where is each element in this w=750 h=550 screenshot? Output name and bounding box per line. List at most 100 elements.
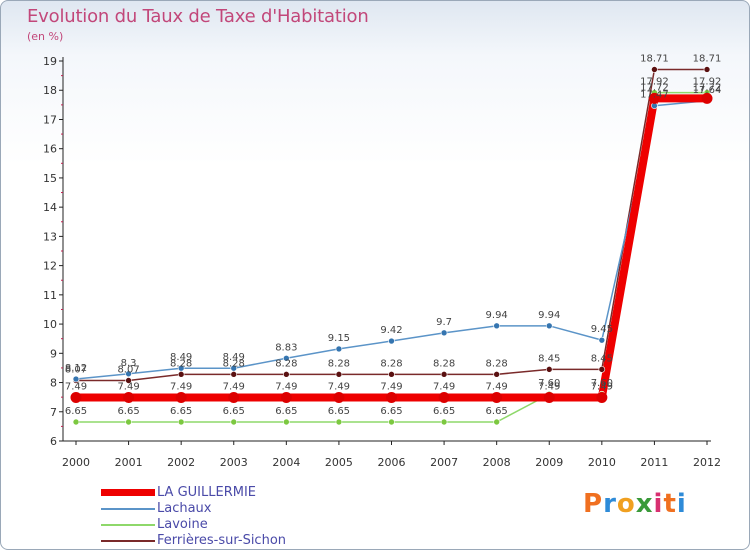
logo-letter: i [653,489,664,519]
x-tick-label: 2008 [483,456,511,469]
data-point-lachaux [440,329,448,337]
y-tick-label: 7 [50,406,57,419]
data-point-la-guillermie [596,391,608,403]
data-label-ferri-res-sur-sichon: 18.71 [693,53,722,64]
data-label-lachaux: 9.94 [486,310,508,321]
data-label-la-guillermie: 7.49 [538,381,560,392]
x-tick-label: 2010 [588,456,616,469]
y-tick-label: 10 [43,318,57,331]
data-point-la-guillermie [438,391,450,403]
data-label-lavoine: 6.65 [117,406,139,417]
y-tick-label: 14 [43,201,57,214]
chart-title: Evolution du Taux de Taxe d'Habitation [27,6,369,27]
data-label-lavoine: 6.65 [65,406,87,417]
data-point-lachaux [125,370,132,378]
data-label-lavoine: 6.65 [328,406,350,417]
data-point-la-guillermie [543,391,555,403]
data-label-ferri-res-sur-sichon: 8.45 [591,353,613,364]
y-tick-label: 6 [50,435,57,448]
data-point-la-guillermie [491,391,503,403]
data-point-ferri-res-sur-sichon [440,371,448,378]
legend-label: Lachaux [157,501,212,516]
data-point-lavoine [493,418,500,426]
data-label-lavoine: 6.65 [380,406,402,417]
data-label-lachaux: 8.49 [170,352,192,363]
data-point-ferri-res-sur-sichon [651,66,658,73]
data-label-ferri-res-sur-sichon: 8.28 [223,358,245,369]
data-point-ferri-res-sur-sichon [388,371,395,378]
data-point-lachaux [598,336,606,344]
data-label-la-guillermie: 7.49 [65,381,87,392]
data-point-ferri-res-sur-sichon [283,371,290,378]
data-point-lavoine [230,418,238,426]
data-label-lachaux: 9.45 [591,324,613,335]
legend-swatch [101,540,155,542]
data-label-lachaux: 9.94 [538,310,560,321]
data-point-ferri-res-sur-sichon [703,66,711,73]
data-point-lachaux [335,345,343,353]
data-point-lachaux [177,364,185,372]
legend-label: Lavoine [157,517,208,532]
data-label-lachaux: 8.12 [65,363,87,374]
data-point-lachaux [230,364,238,372]
data-point-lachaux [388,337,395,345]
data-point-lachaux [72,375,80,383]
data-point-ferri-res-sur-sichon [177,371,185,378]
legend-swatch [101,508,155,510]
data-point-la-guillermie [386,391,397,403]
unit-label: (en %) [27,30,64,43]
logo-letter: t [663,489,677,519]
data-point-ferri-res-sur-sichon [493,371,500,378]
x-tick-label: 2006 [378,456,406,469]
y-tick-label: 11 [43,289,57,302]
x-tick-label: 2002 [167,456,195,469]
legend-label: LA GUILLERMIE [157,485,256,500]
logo-letter: i [676,489,687,519]
data-label-la-guillermie: 7.49 [591,381,613,392]
data-label-lachaux: 17.64 [693,85,722,96]
data-label-la-guillermie: 7.49 [117,381,139,392]
data-point-lachaux [545,322,553,330]
y-tick-label: 15 [43,172,57,185]
y-tick-label: 12 [43,260,57,273]
data-label-la-guillermie: 17.72 [640,82,669,93]
data-point-lachaux [493,322,500,330]
data-label-lavoine: 17.92 [640,77,669,88]
logo-letter: P [583,489,604,519]
y-tick-label: 19 [43,55,57,68]
proxiti-logo: Proxiti [583,489,687,519]
data-label-ferri-res-sur-sichon: 8.45 [538,353,560,364]
data-label-ferri-res-sur-sichon: 8.28 [275,358,297,369]
y-tick-label: 17 [43,113,57,126]
data-point-ferri-res-sur-sichon [125,377,132,384]
data-label-ferri-res-sur-sichon: 8.07 [65,364,87,375]
data-point-lachaux [283,354,290,362]
data-point-ferri-res-sur-sichon [598,366,606,373]
data-label-la-guillermie: 7.49 [380,381,402,392]
y-tick-label: 16 [43,143,57,156]
x-tick-label: 2004 [272,456,300,469]
data-label-ferri-res-sur-sichon: 8.28 [380,358,402,369]
y-tick-label: 9 [50,347,57,360]
data-point-lavoine [335,418,343,426]
data-point-lavoine [283,418,290,426]
data-label-ferri-res-sur-sichon: 8.28 [328,358,350,369]
data-label-lavoine: 17.92 [693,77,722,88]
x-tick-label: 2011 [640,456,668,469]
data-label-lachaux: 9.7 [436,317,452,328]
data-label-la-guillermie: 7.49 [223,381,245,392]
x-tick-label: 2012 [693,456,721,469]
data-point-la-guillermie [123,391,135,403]
data-label-lavoine: 7.60 [538,378,560,389]
data-label-la-guillermie: 7.49 [275,381,297,392]
logo-letter: o [616,489,636,519]
data-label-la-guillermie: 7.49 [433,381,455,392]
data-label-ferri-res-sur-sichon: 8.28 [486,358,508,369]
data-point-lavoine [72,418,80,426]
data-label-lachaux: 9.15 [328,333,350,344]
data-label-ferri-res-sur-sichon: 8.28 [170,358,192,369]
legend-label: Ferrières-sur-Sichon [157,533,287,548]
data-label-ferri-res-sur-sichon: 8.28 [433,358,455,369]
data-label-la-guillermie: 17.72 [693,82,722,93]
